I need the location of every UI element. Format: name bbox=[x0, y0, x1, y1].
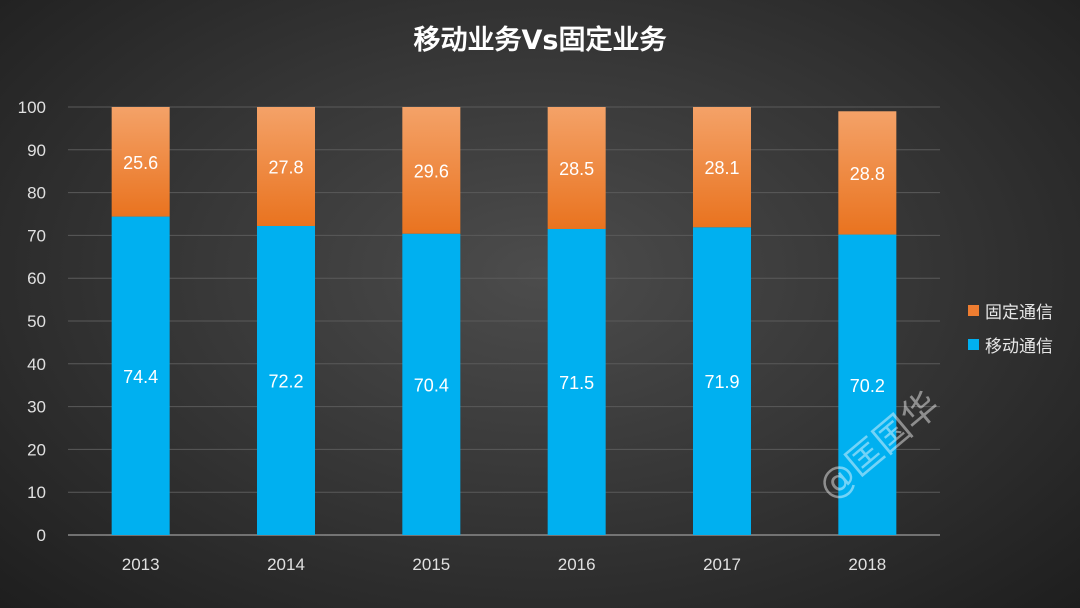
y-tick-label: 70 bbox=[27, 226, 46, 245]
x-tick-label: 2014 bbox=[267, 555, 305, 574]
data-label: 28.8 bbox=[850, 164, 885, 184]
bar-fixed bbox=[402, 107, 461, 234]
y-tick-label: 80 bbox=[27, 184, 46, 203]
bar-fixed bbox=[111, 107, 170, 217]
y-tick-label: 30 bbox=[27, 398, 46, 417]
x-tick-label: 2013 bbox=[122, 555, 160, 574]
y-tick-label: 20 bbox=[27, 440, 46, 459]
data-label: 28.5 bbox=[559, 159, 594, 179]
bar-fixed bbox=[693, 107, 751, 228]
x-tick-label: 2018 bbox=[848, 555, 886, 574]
y-tick-label: 40 bbox=[27, 355, 46, 374]
legend-item-fixed: 固定通信 bbox=[968, 298, 1053, 323]
y-tick-label: 60 bbox=[27, 269, 46, 288]
bar-mobile bbox=[693, 227, 751, 535]
data-label: 71.5 bbox=[559, 373, 594, 393]
y-tick-label: 50 bbox=[27, 312, 46, 331]
y-tick-label: 100 bbox=[18, 98, 46, 117]
bar-fixed bbox=[257, 107, 315, 226]
legend-swatch-mobile bbox=[968, 339, 979, 350]
data-label: 70.4 bbox=[414, 375, 449, 395]
x-tick-label: 2015 bbox=[412, 555, 450, 574]
bar-mobile bbox=[111, 216, 170, 535]
y-tick-label: 10 bbox=[27, 483, 46, 502]
legend-item-mobile: 移动通信 bbox=[968, 332, 1053, 357]
y-tick-label: 90 bbox=[27, 141, 46, 160]
legend-swatch-fixed bbox=[968, 305, 979, 316]
bar-mobile bbox=[402, 233, 461, 536]
data-label: 74.4 bbox=[123, 367, 158, 387]
legend-label-fixed: 固定通信 bbox=[985, 303, 1053, 323]
bar-fixed bbox=[838, 111, 897, 235]
chart-title: 移动业务Vs固定业务 bbox=[413, 25, 667, 56]
data-label: 25.6 bbox=[123, 153, 158, 173]
x-tick-label: 2016 bbox=[558, 555, 596, 574]
data-label: 28.1 bbox=[704, 158, 739, 178]
bar-mobile bbox=[838, 234, 897, 535]
data-label: 71.9 bbox=[704, 372, 739, 392]
data-label: 29.6 bbox=[414, 161, 449, 181]
bar-mobile bbox=[257, 225, 315, 535]
bar-fixed bbox=[547, 107, 606, 229]
data-label: 72.2 bbox=[268, 371, 303, 391]
bar-mobile bbox=[547, 228, 606, 536]
legend-label-mobile: 移动通信 bbox=[985, 337, 1053, 357]
data-label: 70.2 bbox=[850, 376, 885, 396]
x-tick-label: 2017 bbox=[703, 555, 741, 574]
data-label: 27.8 bbox=[268, 157, 303, 177]
y-tick-label: 0 bbox=[37, 526, 46, 545]
